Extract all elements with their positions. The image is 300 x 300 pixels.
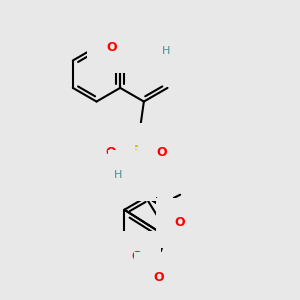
Text: O: O [153,271,164,284]
Text: N: N [148,46,159,60]
Text: O: O [106,146,116,160]
Text: O: O [106,41,116,54]
Text: O: O [157,146,167,160]
Text: H: H [162,46,170,56]
Text: O: O [131,250,142,263]
Text: S: S [131,146,142,160]
Text: H: H [114,170,122,180]
Text: O: O [175,216,185,229]
Text: N: N [127,169,137,182]
